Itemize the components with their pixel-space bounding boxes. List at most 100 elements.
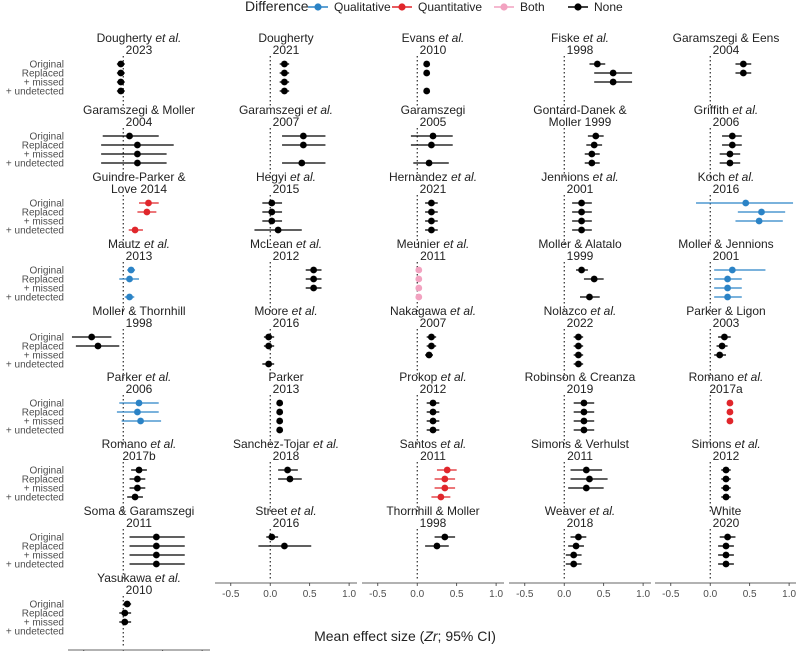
estimate-point bbox=[575, 333, 582, 341]
panel-title-line1: Moore et al. bbox=[254, 304, 317, 318]
panel-title-authors: Street bbox=[255, 504, 288, 518]
panel-title-authors: Fiske bbox=[551, 31, 580, 45]
estimate-point bbox=[135, 466, 143, 474]
estimate-point bbox=[728, 266, 736, 274]
panel-title-authors: Nakagawa bbox=[390, 304, 447, 318]
panel-title-authors: Dougherty bbox=[97, 31, 152, 45]
panel-sanchez-tojar-2018: Sanchez-Tojar et al.2018 bbox=[233, 437, 339, 512]
y-tick-label: Original bbox=[30, 266, 64, 277]
legend-label: Quantitative bbox=[418, 0, 482, 14]
estimate-point bbox=[117, 78, 125, 86]
estimate-point bbox=[131, 226, 139, 234]
y-tick-label: + missed bbox=[24, 551, 64, 562]
estimate-point bbox=[276, 408, 284, 416]
estimate-point bbox=[590, 141, 598, 149]
panel-title-etal: et al. bbox=[580, 31, 609, 45]
panel-title-authors: Dougherty bbox=[258, 31, 313, 45]
estimate-point bbox=[423, 60, 431, 68]
estimate-point bbox=[286, 475, 294, 483]
panel-title-line1: Guindre-Parker & bbox=[92, 170, 185, 184]
estimate-point bbox=[592, 132, 600, 140]
panel-title-line2: 2011 bbox=[126, 516, 152, 530]
estimate-point bbox=[265, 342, 273, 350]
panel-title-line1: Thornhill & Moller bbox=[386, 504, 479, 518]
panel-moller-thornhill-1998: Moller & Thornhill1998OriginalReplaced+ … bbox=[6, 304, 186, 379]
estimate-point bbox=[425, 351, 433, 359]
estimate-point bbox=[265, 333, 273, 341]
panel-title-authors: Moller & Thornhill bbox=[92, 304, 185, 318]
panel-santos-2011: Santos et al.2011 bbox=[400, 437, 466, 512]
panel-title-authors: Parker & Ligon bbox=[686, 304, 765, 318]
panel-title-line2: 2007 bbox=[420, 316, 447, 330]
estimate-point bbox=[310, 284, 318, 292]
estimate-point bbox=[428, 342, 435, 350]
estimate-point bbox=[121, 618, 129, 626]
panel-title-line2: 2017a bbox=[709, 382, 743, 396]
estimate-point bbox=[135, 399, 143, 407]
estimate-point bbox=[572, 542, 580, 550]
panel-title-line1: Mautz et al. bbox=[108, 237, 170, 251]
estimate-point bbox=[588, 150, 596, 158]
estimate-point bbox=[88, 333, 96, 341]
estimate-point bbox=[428, 199, 435, 207]
legend-title: Difference bbox=[245, 0, 309, 14]
estimate-point bbox=[274, 226, 282, 234]
panel-title-line2: 2011 bbox=[567, 449, 593, 463]
panel-title-authors: Prokop bbox=[399, 370, 437, 384]
estimate-point bbox=[299, 132, 307, 140]
estimate-point bbox=[570, 551, 578, 559]
panel-title-authors: Garamszegi bbox=[401, 103, 466, 117]
panel-title-line2: 2022 bbox=[567, 316, 594, 330]
panel-title-etal: et al. bbox=[437, 437, 466, 451]
y-tick-label: + undetected bbox=[6, 293, 64, 304]
panel-title-authors: Garamszegi & Eens bbox=[673, 31, 780, 45]
legend: Difference Qualitative Quantitative Both Non… bbox=[245, 0, 623, 14]
estimate-point bbox=[722, 542, 730, 550]
panel-title-line2: 2016 bbox=[273, 516, 300, 530]
panel-title-line2: 2015 bbox=[273, 182, 300, 196]
x-tick-label: 1.0 bbox=[489, 589, 503, 600]
panel-title-authors: Moore bbox=[254, 304, 288, 318]
panel-title-etal: et al. bbox=[287, 170, 316, 184]
panel-title-line1: Gontard-Danek & bbox=[533, 103, 626, 117]
panel-title-authors: Moller & Alatalo bbox=[538, 237, 622, 251]
estimate-point bbox=[152, 551, 160, 559]
panel-title-line2: 2011 bbox=[420, 449, 446, 463]
panel-title-authors: Sanchez-Tojar bbox=[233, 437, 310, 451]
estimate-point bbox=[425, 159, 433, 167]
panel-title-authors: Garamszegi & Moller bbox=[83, 103, 195, 117]
panel-title-authors: Nolazco bbox=[544, 304, 588, 318]
estimate-point bbox=[152, 542, 160, 550]
y-tick-label: Original bbox=[30, 466, 64, 477]
estimate-point bbox=[722, 475, 730, 483]
panel-title-etal: et al. bbox=[731, 437, 760, 451]
panel-title-line1: Griffith et al. bbox=[694, 103, 758, 117]
panel-title-line1: Garamszegi et al. bbox=[239, 103, 333, 117]
panel-garamszegi-moller-2004: Garamszegi & Moller2004OriginalReplaced+… bbox=[6, 103, 195, 178]
panel-title-line1: White bbox=[711, 504, 742, 518]
panel-title-authors: Evans bbox=[402, 31, 435, 45]
estimate-point bbox=[276, 417, 284, 425]
panel-title-etal: et al. bbox=[725, 170, 754, 184]
panel-title-etal: et al. bbox=[435, 31, 464, 45]
y-tick-label: Replaced bbox=[22, 342, 64, 353]
panel-title-line2: 2004 bbox=[713, 43, 740, 57]
legend-label: None bbox=[594, 0, 623, 14]
panel-title-line2: 2012 bbox=[273, 249, 300, 263]
y-tick-label: + missed bbox=[24, 284, 64, 295]
panel-title-authors: Jennions bbox=[541, 170, 589, 184]
x-tick-label: 0.0 bbox=[263, 589, 277, 600]
estimate-point bbox=[441, 484, 449, 492]
x-title-part: Mean effect size ( bbox=[314, 628, 425, 644]
x-tick-label: 0.5 bbox=[450, 589, 464, 600]
panel-title-authors: Moller & Jennions bbox=[678, 237, 773, 251]
x-tick-label: 1.0 bbox=[782, 589, 796, 600]
estimate-point bbox=[281, 78, 288, 86]
panel-koch-2016: Koch et al.2016 bbox=[696, 170, 794, 245]
estimate-point bbox=[586, 293, 593, 301]
panel-weaver-2018: Weaver et al.2018 -0.5 0.0 0.5 1.0 bbox=[509, 504, 651, 600]
estimate-point bbox=[281, 60, 288, 68]
